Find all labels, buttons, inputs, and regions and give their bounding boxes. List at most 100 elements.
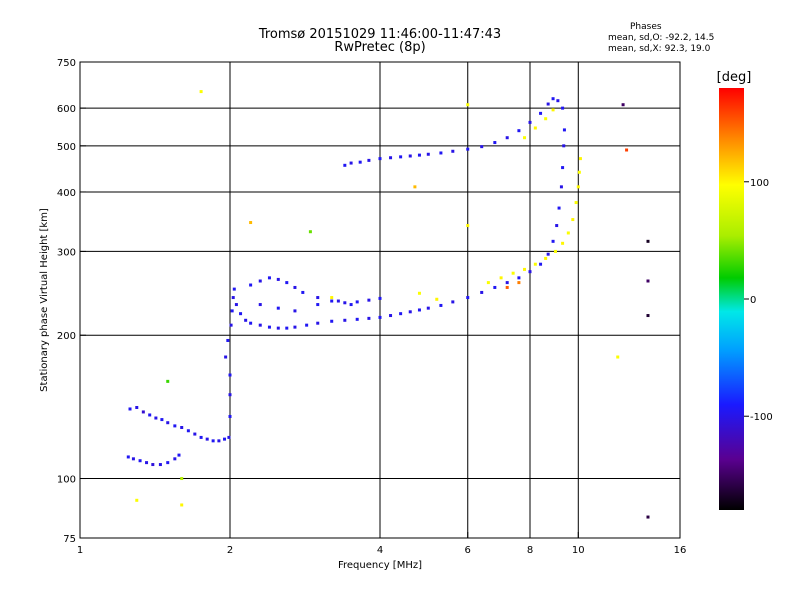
colorbar-tick-label: 100 [750, 178, 769, 189]
data-point [227, 435, 231, 439]
y-tick-label: 500 [57, 142, 76, 153]
data-point [343, 301, 347, 305]
data-point [154, 416, 158, 420]
data-point [439, 151, 443, 155]
x-tick-label: 16 [674, 545, 687, 556]
data-point [349, 161, 353, 165]
data-point [466, 224, 470, 228]
data-point [389, 314, 393, 318]
data-point [557, 206, 561, 210]
data-point [355, 317, 359, 321]
data-point [349, 303, 353, 307]
data-point [616, 355, 620, 359]
data-point [166, 379, 170, 383]
x-tick-label: 8 [527, 545, 533, 556]
data-point [358, 160, 362, 164]
data-point [151, 463, 155, 467]
data-point [451, 149, 455, 153]
data-point [173, 424, 177, 428]
phase-stats-o: mean, sd,O: -92.2, 14.5 [608, 33, 715, 43]
data-point [439, 303, 443, 307]
data-point [621, 103, 625, 107]
data-point [551, 97, 555, 101]
data-point [413, 185, 417, 189]
data-point [378, 296, 382, 300]
data-point [148, 413, 152, 417]
data-point [131, 457, 135, 461]
data-point [493, 285, 497, 289]
data-point [389, 156, 393, 160]
data-point [293, 285, 297, 289]
data-point [544, 256, 548, 260]
data-point [517, 129, 521, 133]
colorbar-tick-label: 0 [750, 295, 756, 306]
data-point [562, 144, 566, 148]
data-point [316, 296, 320, 300]
data-point [505, 285, 509, 289]
data-point [417, 153, 421, 157]
data-point [145, 461, 149, 465]
data-point [533, 262, 537, 266]
data-point [276, 326, 280, 330]
chart-title: Tromsø 20151029 11:46:00-11:47:43 [258, 27, 502, 42]
colorbar-ticks: 100 0 -100 [744, 178, 773, 423]
data-point [505, 281, 509, 285]
data-point [180, 425, 184, 429]
data-point [231, 296, 235, 300]
data-point [576, 185, 580, 189]
data-point [646, 239, 650, 243]
data-point [528, 120, 532, 124]
data-point [186, 429, 190, 433]
data-point [553, 249, 557, 253]
data-point [199, 435, 203, 439]
data-point [285, 326, 289, 330]
y-tick-label: 75 [63, 534, 76, 545]
data-point [166, 461, 170, 465]
data-point [158, 463, 162, 467]
data-point [316, 303, 320, 307]
data-point [480, 145, 484, 149]
data-point [559, 185, 563, 189]
data-point [556, 99, 560, 103]
data-point [378, 315, 382, 319]
data-point [466, 103, 470, 107]
data-point [330, 296, 334, 300]
data-point [493, 141, 497, 145]
data-point [249, 283, 253, 287]
data-point [355, 300, 359, 304]
colorbar-label: [deg] [717, 70, 752, 85]
data-point [417, 308, 421, 312]
data-point [141, 410, 145, 414]
data-point [258, 323, 262, 327]
data-point [228, 414, 232, 418]
phase-stats-x: mean, sd,X: 92.3, 19.0 [608, 44, 711, 54]
data-point [135, 406, 139, 410]
data-point [211, 439, 215, 443]
data-point [293, 325, 297, 329]
data-point [551, 239, 555, 243]
x-axis-ticks: 1 2 4 6 8 10 16 [77, 532, 687, 556]
y-tick-label: 100 [57, 475, 76, 486]
data-point [533, 126, 537, 130]
data-point [293, 309, 297, 313]
x-tick-label: 1 [77, 545, 83, 556]
data-point [135, 498, 139, 502]
x-tick-label: 10 [572, 545, 585, 556]
data-point [574, 201, 578, 205]
data-point [128, 407, 132, 411]
data-point [230, 309, 234, 313]
data-point [343, 318, 347, 322]
data-point [466, 296, 470, 300]
data-point [539, 262, 543, 266]
data-point [399, 155, 403, 159]
data-point [367, 316, 371, 320]
data-point [646, 515, 650, 519]
data-point [505, 136, 509, 140]
data-point [180, 503, 184, 507]
data-point [229, 323, 233, 327]
data-point [546, 252, 550, 256]
data-point [367, 298, 371, 302]
data-points [126, 90, 650, 519]
y-tick-label: 300 [57, 247, 76, 258]
data-point [499, 276, 503, 280]
